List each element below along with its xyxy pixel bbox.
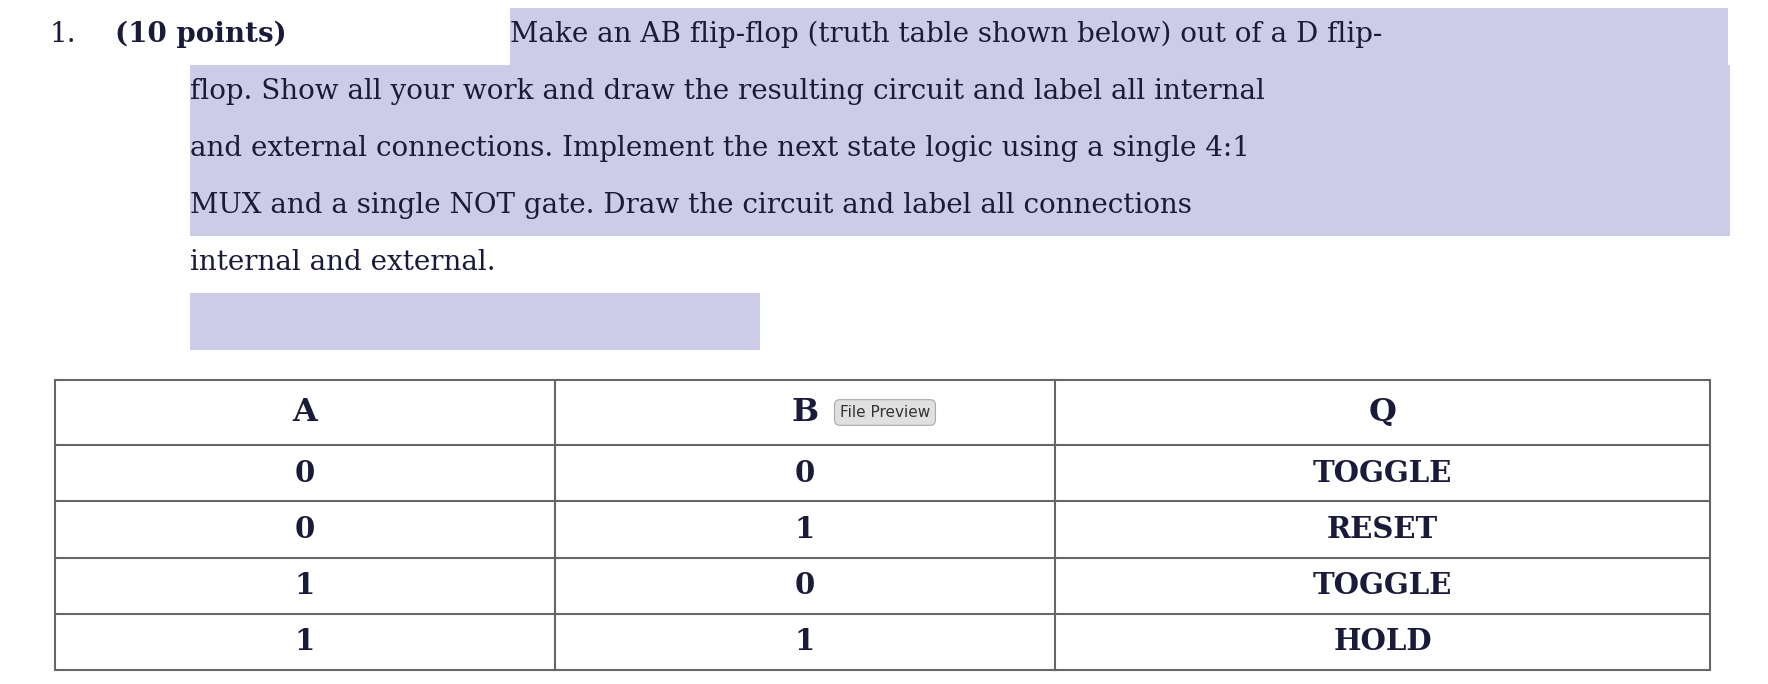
Text: MUX and a single NOT gate. Draw the circuit and label all connections: MUX and a single NOT gate. Draw the circ… <box>189 192 1192 219</box>
Text: A: A <box>293 397 318 428</box>
Text: 0: 0 <box>295 515 315 544</box>
Bar <box>189 293 760 350</box>
Text: 1: 1 <box>796 515 815 544</box>
Text: RESET: RESET <box>1328 515 1437 544</box>
Text: 1.: 1. <box>50 21 76 48</box>
Text: Q: Q <box>1368 397 1397 428</box>
Bar <box>55 380 1710 670</box>
Text: 0: 0 <box>796 571 815 600</box>
Text: (10 points): (10 points) <box>115 21 297 49</box>
Text: 0: 0 <box>295 459 315 488</box>
Text: TOGGLE: TOGGLE <box>1314 571 1452 600</box>
Text: 0: 0 <box>796 459 815 488</box>
Text: and external connections. Implement the next state logic using a single 4:1: and external connections. Implement the … <box>189 135 1250 162</box>
Text: B: B <box>792 397 819 428</box>
Bar <box>189 122 1731 179</box>
Text: TOGGLE: TOGGLE <box>1314 459 1452 488</box>
Text: flop. Show all your work and draw the resulting circuit and label all internal: flop. Show all your work and draw the re… <box>189 78 1264 105</box>
Bar <box>509 8 1727 65</box>
Text: File Preview: File Preview <box>840 405 930 420</box>
Bar <box>189 179 1731 236</box>
Text: HOLD: HOLD <box>1333 627 1432 657</box>
Text: 1: 1 <box>295 571 315 600</box>
Text: internal and external.: internal and external. <box>189 249 495 276</box>
Bar <box>189 65 1731 122</box>
Text: 1: 1 <box>295 627 315 657</box>
Text: 1: 1 <box>796 627 815 657</box>
Text: Make an AB flip-flop (truth table shown below) out of a D flip-: Make an AB flip-flop (truth table shown … <box>509 21 1383 49</box>
